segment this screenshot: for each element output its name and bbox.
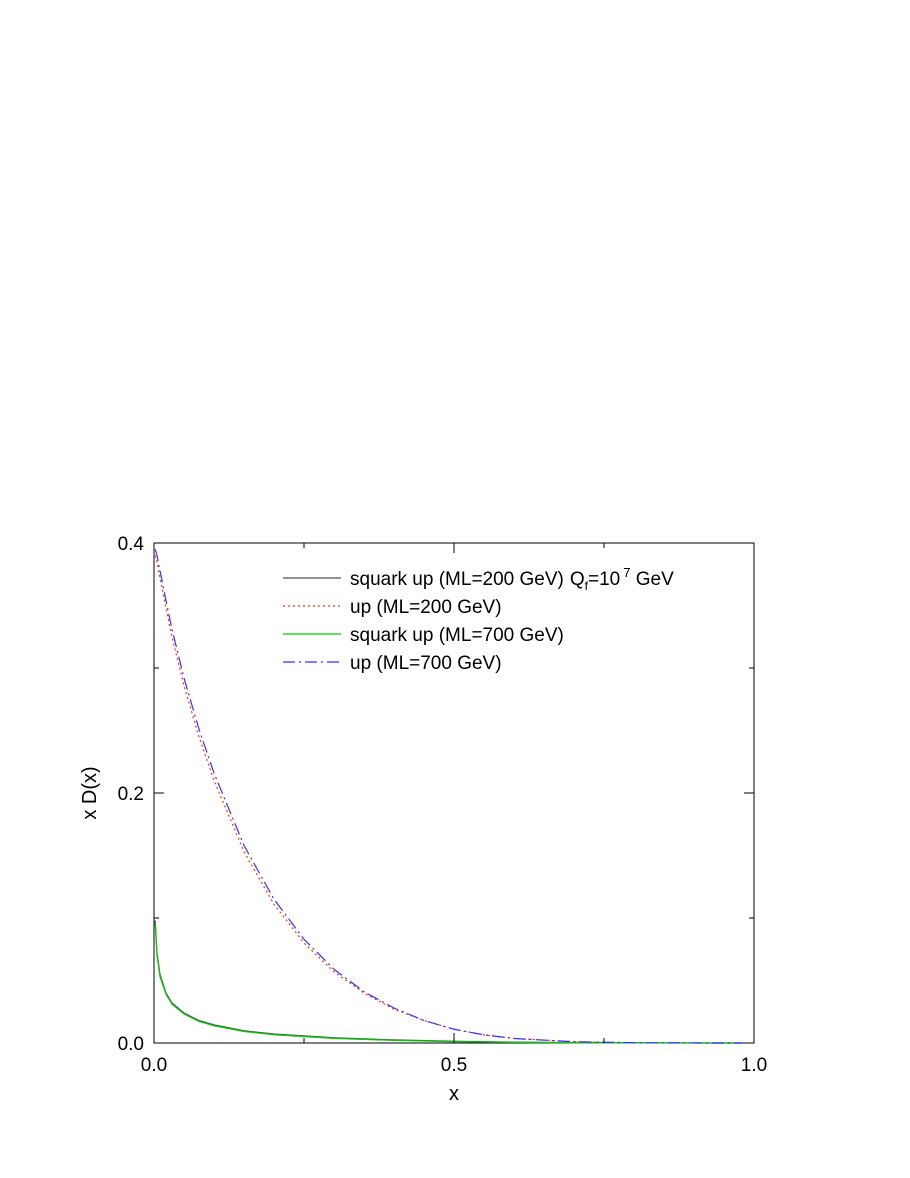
tick-layer: 0.0 0.5 1.0 0.0 0.2 0.4 bbox=[118, 534, 768, 1076]
y-axis-label: x D(x) bbox=[79, 766, 101, 819]
legend: squark up (ML=200 GeV) Qf=10 7 GeV up (ML=2… bbox=[283, 565, 674, 674]
legend-label-3: squark up (ML=700 GeV) bbox=[350, 625, 564, 646]
plot-frame bbox=[153, 542, 755, 1044]
x-tick-label: 1.0 bbox=[741, 1055, 767, 1076]
x-tick-label: 0.0 bbox=[141, 1055, 167, 1076]
y-tick-label: 0.2 bbox=[118, 784, 144, 805]
series-line-1 bbox=[154, 920, 743, 1044]
series-line-3 bbox=[154, 924, 743, 1044]
x-tick-label: 0.5 bbox=[441, 1055, 467, 1076]
series-layer bbox=[154, 549, 743, 1044]
x-axis-label: x bbox=[449, 1083, 459, 1105]
legend-label-4: up (ML=700 GeV) bbox=[350, 653, 502, 674]
legend-label-2: up (ML=200 GeV) bbox=[350, 597, 502, 618]
legend-scale-annotation: Qf=10 7 GeV bbox=[570, 565, 674, 593]
y-tick-label: 0.0 bbox=[118, 1034, 144, 1055]
legend-label-1: squark up (ML=200 GeV) bbox=[350, 569, 564, 590]
series-line-4 bbox=[154, 549, 743, 1044]
y-tick-label: 0.4 bbox=[118, 534, 145, 555]
